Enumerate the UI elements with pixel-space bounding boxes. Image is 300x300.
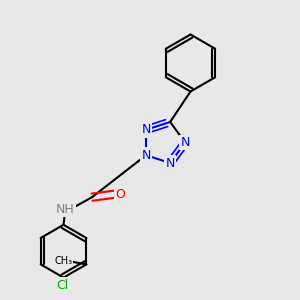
Text: N: N [180, 136, 190, 149]
Text: N: N [166, 157, 175, 169]
Text: N: N [180, 136, 190, 149]
Text: Cl: Cl [56, 279, 68, 292]
Text: O: O [115, 188, 125, 201]
Text: N: N [141, 123, 151, 136]
Text: NH: NH [56, 203, 74, 216]
Text: CH₃: CH₃ [54, 256, 72, 266]
Text: N: N [141, 149, 151, 162]
Text: N: N [166, 157, 175, 169]
Text: N: N [141, 123, 151, 136]
Text: N: N [141, 149, 151, 162]
